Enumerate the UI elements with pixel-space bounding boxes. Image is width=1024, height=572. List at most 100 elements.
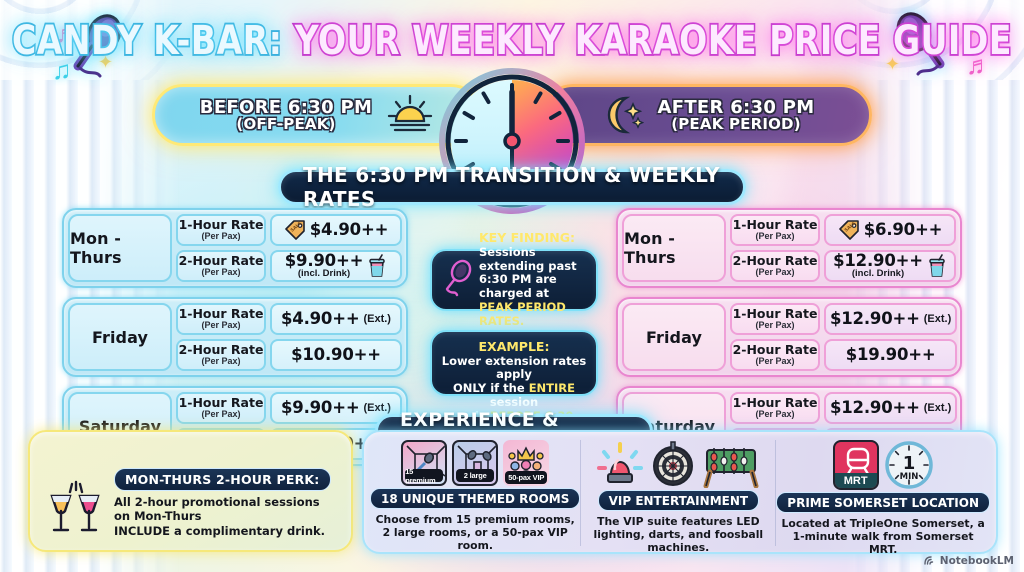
rates-ribbon-label: THE 6:30 PM TRANSITION & WEEKLY RATES <box>303 163 720 211</box>
rooms-icon-group: 15 premium 2 large <box>401 440 550 486</box>
sunrise-icon <box>388 94 433 132</box>
sparkle-icon-left: ✦ <box>98 52 114 72</box>
rate-day-card: Mon - Thurs 1-Hour Rate (Per Pax) SALE $6.90… <box>616 208 962 288</box>
rate-perpax-text: (Per Pax) <box>755 320 795 331</box>
rate-note: (incl. Drink) <box>297 268 351 280</box>
rate-duration-label: 1-Hour Rate (Per Pax) <box>730 214 820 246</box>
title-part-one: CANDY K-BAR: <box>10 14 283 65</box>
location-title: PRIME SOMERSET LOCATION <box>776 492 990 513</box>
price-tag-icon: SALE <box>284 220 305 240</box>
rate-rows: 1-Hour Rate (Per Pax) $4.90++ (Ext.) 2-Hour … <box>176 303 402 371</box>
sparkle-icon-right: ✦ <box>884 54 900 74</box>
watermark-label: NotebookLM <box>939 554 1014 567</box>
rate-price-cell: $10.90++ <box>270 339 402 371</box>
music-note-icon-4: ♬ <box>966 50 992 80</box>
room-chip-large-label: 2 large <box>456 469 495 482</box>
rate-day-card: Friday 1-Hour Rate (Per Pax) $12.90++ (Ext.)… <box>616 297 962 377</box>
rate-amount: $12.90++ <box>830 397 920 417</box>
rate-price-cell: SALE $6.90++ <box>824 214 956 246</box>
rate-perpax-text: (Per Pax) <box>755 409 795 420</box>
peak-period-line1: AFTER 6:30 PM <box>657 96 815 118</box>
title-part-two: YOUR WEEKLY KARAOKE PRICE GUIDE <box>293 14 1013 65</box>
rate-duration-text: 1-Hour Rate <box>178 394 264 410</box>
rate-day-name: Friday <box>68 303 172 371</box>
drink-cup-icon <box>369 254 385 277</box>
rate-ext-note: (Ext.) <box>363 313 391 325</box>
rate-amount: $19.90++ <box>845 344 936 364</box>
mrt-label: MRT <box>834 473 877 488</box>
rate-duration-label: 1-Hour Rate (Per Pax) <box>176 214 266 246</box>
cheers-glasses-icon <box>50 480 100 532</box>
rate-price-cell: $9.90++ (incl. Drink) <box>270 250 402 282</box>
rate-perpax-text: (Per Pax) <box>201 356 241 367</box>
rate-ext-note: (Ext.) <box>363 402 391 414</box>
rate-perpax-text: (Per Pax) <box>201 320 241 331</box>
rate-price-cell: $12.90++ (Ext.) <box>824 392 958 424</box>
rate-amount: $9.90++ <box>281 397 360 417</box>
svg-text:MIN: MIN <box>899 472 918 482</box>
foosball-table-icon <box>703 448 759 488</box>
mrt-icon: MRT <box>832 440 879 490</box>
rate-day-label: Friday <box>91 327 149 347</box>
rate-rows: 1-Hour Rate (Per Pax) SALE $4.90++ 2-Hour Ra… <box>176 214 402 282</box>
rate-price-cell: $12.90++ (Ext.) <box>824 303 958 335</box>
rate-day-card: Friday 1-Hour Rate (Per Pax) $4.90++ (Ext.) 2… <box>62 297 408 377</box>
rooms-desc-line1: Choose from 15 premium rooms, 2 large <box>375 513 575 540</box>
offpeak-rate-table: Mon - Thurs 1-Hour Rate (Per Pax) SALE $4.90… <box>62 208 408 475</box>
page-title: CANDY K-BAR: YOUR WEEKLY KARAOKE PRICE G… <box>0 14 1024 65</box>
rate-day-card: Mon - Thurs 1-Hour Rate (Per Pax) SALE $4.90… <box>62 208 408 288</box>
rate-row: 1-Hour Rate (Per Pax) SALE $6.90++ <box>730 214 956 246</box>
example-line1: Lower extension rates apply <box>441 353 587 382</box>
price-tag-icon: SALE <box>838 220 859 240</box>
rate-row: 2-Hour Rate (Per Pax) $9.90++ (incl. Drink) <box>176 250 402 282</box>
rate-duration-text: 2-Hour Rate <box>178 341 264 357</box>
rate-perpax-text: (Per Pax) <box>201 409 241 420</box>
experience-location-panel: 15 premium 2 large <box>362 430 998 557</box>
music-note-icon-2: ♫ <box>52 55 72 85</box>
rate-amount: $4.90++ <box>309 219 389 239</box>
curtain-swag-right <box>844 0 1024 80</box>
rate-perpax-text: (Per Pax) <box>755 267 795 278</box>
rate-ext-note: (Ext.) <box>923 402 952 414</box>
rate-perpax-text: (Per Pax) <box>201 267 241 278</box>
perk-title: MON-THURS 2-HOUR PERK: <box>114 467 331 491</box>
rate-row: 1-Hour Rate (Per Pax) SALE $4.90++ <box>176 214 402 246</box>
rates-section-ribbon: THE 6:30 PM TRANSITION & WEEKLY RATES <box>278 163 746 211</box>
rate-day-label: Mon - Thurs <box>70 229 122 267</box>
rate-row: 1-Hour Rate (Per Pax) $4.90++ (Ext.) <box>176 303 402 335</box>
example-line2a: ONLY if the <box>452 381 529 396</box>
entertainment-icon-group <box>596 440 760 488</box>
dartboard-icon <box>653 441 694 486</box>
rate-row: 1-Hour Rate (Per Pax) $9.90++ (Ext.) <box>176 392 402 424</box>
rate-row: 1-Hour Rate (Per Pax) $12.90++ (Ext.) <box>730 303 958 335</box>
microphone-icon-left <box>60 12 130 89</box>
rate-day-name: Mon - Thurs <box>622 214 726 282</box>
drink-cup-icon <box>929 254 945 277</box>
room-chip-premium: 15 premium <box>401 440 448 486</box>
example-entire-highlight: ENTIRE <box>528 381 576 396</box>
location-icon-group: MRT 1 MIN <box>832 440 934 490</box>
rate-duration-text: 2-Hour Rate <box>732 341 818 357</box>
rate-row: 2-Hour Rate (Per Pax) $19.90++ <box>730 339 958 371</box>
entertainment-title: VIP ENTERTAINMENT <box>597 490 760 511</box>
rate-duration-label: 1-Hour Rate (Per Pax) <box>730 303 820 335</box>
rate-price-cell: $4.90++ (Ext.) <box>270 303 402 335</box>
mon-thurs-perk-panel: MON-THURS 2-HOUR PERK: All 2-hour promot… <box>28 430 353 552</box>
location-desc-line2: 1-minute walk from Somerset MRT. <box>792 530 974 557</box>
rate-duration-text: 1-Hour Rate <box>178 216 264 232</box>
key-finding-line2: 6:30 PM are charged at <box>479 272 557 301</box>
rate-rows: 1-Hour Rate (Per Pax) SALE $6.90++ 2-Hour Ra… <box>730 214 956 282</box>
rate-note: (incl. Drink) <box>851 268 905 280</box>
rate-amount: $9.90++ <box>284 250 364 270</box>
experience-col-entertainment: VIP ENTERTAINMENT The VIP suite features… <box>580 440 775 554</box>
music-note-icon-1: ♬ <box>55 18 81 48</box>
rate-amount: $4.90++ <box>281 308 360 328</box>
rate-duration-label: 2-Hour Rate(Per Pax) <box>730 250 820 282</box>
rate-price-cell: $19.90++ <box>824 339 958 371</box>
example-line2c: session <box>489 394 539 409</box>
entertainment-desc-line2: darts, and foosball machines. <box>647 528 764 555</box>
rate-duration-label: 1-Hour Rate (Per Pax) <box>730 392 820 424</box>
minutes-number: 1 <box>902 453 915 474</box>
rate-amount: $12.90++ <box>833 250 923 270</box>
rate-day-label: Friday <box>645 327 703 347</box>
